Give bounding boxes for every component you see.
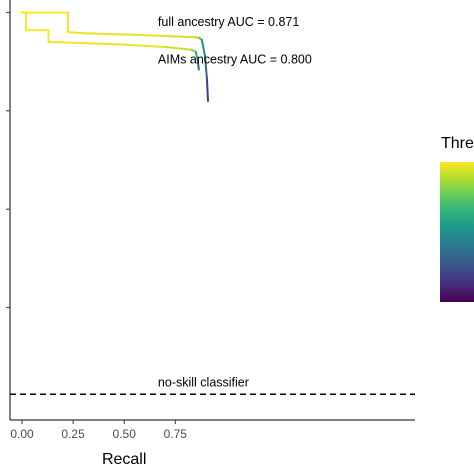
series-segment xyxy=(164,46,193,51)
series-segment xyxy=(203,54,208,81)
colorbar-title: Thre xyxy=(441,135,474,152)
series-segment xyxy=(164,35,197,39)
series-segment xyxy=(82,32,126,36)
annotation-layer: full ancestry AUC = 0.871 AIMs ancestry A… xyxy=(158,15,312,389)
axis-ticks: 0.00 0.25 0.50 0.75 xyxy=(6,11,188,441)
series-segment xyxy=(82,42,126,46)
chart-annotation: AIMs ancestry AUC = 0.800 xyxy=(158,53,312,67)
x-tick-label: 0.00 xyxy=(10,427,34,441)
series-segment xyxy=(196,59,200,71)
series-segment xyxy=(123,43,167,49)
series-line xyxy=(21,11,200,71)
series-segment xyxy=(123,33,167,38)
x-axis-title: Recall xyxy=(102,451,146,468)
series-segment xyxy=(194,50,199,62)
series-segment xyxy=(66,31,85,35)
series-segment xyxy=(47,40,85,45)
series-line xyxy=(21,11,210,102)
chart-annotation: full ancestry AUC = 0.871 xyxy=(158,15,299,29)
x-tick-label: 0.75 xyxy=(164,427,188,441)
x-tick-label: 0.25 xyxy=(61,427,85,441)
series-segment xyxy=(205,78,210,102)
x-tick-label: 0.50 xyxy=(113,427,137,441)
series-layer xyxy=(21,11,210,102)
chart-annotation: no-skill classifier xyxy=(158,375,249,389)
threshold-colorbar xyxy=(440,162,474,302)
series-segment xyxy=(200,38,206,57)
